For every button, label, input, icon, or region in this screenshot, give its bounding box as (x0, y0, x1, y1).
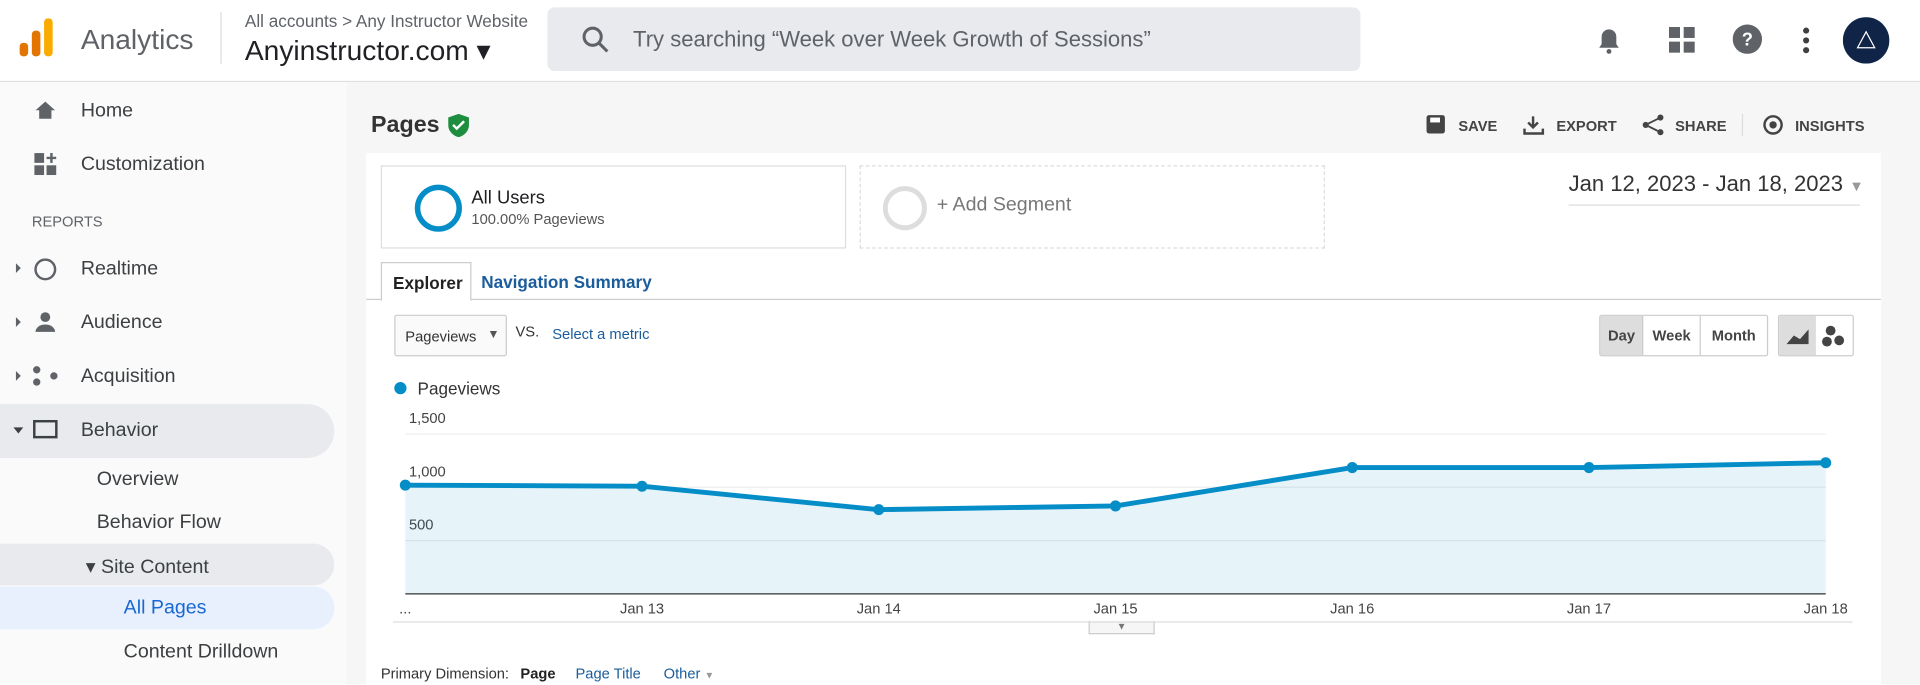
home-icon (35, 101, 56, 119)
y-tick-label: 1,000 (409, 464, 446, 480)
crumb[interactable]: Any Instructor Website (355, 11, 529, 31)
dropdown-arrow: ▼ (487, 328, 500, 342)
nav-icons (13, 258, 58, 439)
tab[interactable]: Navigation Summary (481, 271, 652, 292)
logo (19, 18, 53, 57)
crumb[interactable]: All accounts (244, 11, 338, 31)
nav-item[interactable]: ▾ Site Content (85, 557, 209, 578)
dimension-label[interactable]: Other (663, 664, 701, 683)
date-range-text[interactable]: Jan 12, 2023 - Jan 18, 2023 (1568, 171, 1844, 196)
add-segment-label[interactable]: + Add Segment (936, 194, 1072, 216)
report-panel: All Users 100.00% Pageviews + Add Segmen… (366, 153, 1881, 685)
top-bar: Analytics All accounts > Any Instructor … (0, 0, 1920, 83)
nav-item[interactable]: Audience (80, 312, 163, 334)
segment-card[interactable]: All Users 100.00% Pageviews (380, 165, 847, 249)
section-label: REPORTS (31, 213, 103, 231)
point (1583, 462, 1595, 474)
active-item (0, 586, 335, 630)
x-tick-label: Jan 18 (1804, 601, 1848, 617)
bell-icon[interactable] (1596, 26, 1623, 55)
granularity-button[interactable]: Day (1600, 315, 1644, 356)
segment-ring (882, 186, 927, 231)
nav-item[interactable]: All Pages (123, 597, 207, 619)
chart-resize[interactable]: ▼ (1088, 620, 1155, 635)
nav-item[interactable]: Behavior (80, 420, 159, 441)
save-button[interactable]: SAVE (1458, 117, 1498, 135)
tab-rule (366, 298, 1881, 301)
export-button[interactable]: EXPORT (1556, 117, 1617, 135)
vs-label: VS. (515, 323, 540, 341)
chart: 1,500 1,000 500 Pageviews... Jan 13 Jan 14 Jan… (393, 378, 1853, 623)
dimension[interactable]: Page Title (575, 664, 641, 683)
point (873, 504, 885, 516)
y-tick-label: 1,500 (409, 411, 446, 427)
date-range[interactable]: Jan 12, 2023 - Jan 18, 2023 ▼ (1568, 171, 1864, 206)
report-title: Pages (371, 112, 440, 139)
primary-dimension-label: Primary Dimension: (380, 664, 510, 683)
sidebar: Home Customization REPORTS Realtime Audi… (0, 82, 347, 685)
segment-name: All Users (471, 187, 545, 209)
action-icons (1426, 113, 1783, 136)
property-selector[interactable]: Anyinstructor.com ▾ (244, 34, 491, 67)
nav-label[interactable]: Site Content (101, 557, 209, 578)
search-icon (582, 26, 609, 53)
insights-button[interactable]: INSIGHTS (1795, 117, 1865, 135)
svg-text:?: ? (1742, 28, 1753, 49)
nav-item[interactable]: Realtime (80, 258, 159, 280)
x-tick-label: Jan 15 (1093, 601, 1137, 617)
customization-icon (34, 153, 57, 176)
search-placeholder: Try searching “Week over Week Growth of … (633, 26, 1151, 52)
app-name: Analytics (80, 23, 194, 56)
divider (220, 12, 222, 64)
nav-item[interactable]: Content Drilldown (123, 641, 279, 663)
more-icon[interactable] (1801, 27, 1811, 54)
x-tick-label: Jan 17 (1567, 601, 1611, 617)
share-button[interactable]: SHARE (1675, 117, 1727, 135)
verified-icon (448, 113, 469, 138)
nav-item[interactable]: Behavior Flow (96, 511, 221, 533)
x-tick-label: Jan 13 (620, 601, 664, 617)
tab-active[interactable]: Explorer (380, 262, 472, 302)
point (1820, 457, 1832, 469)
point (1346, 462, 1358, 474)
nav-item[interactable]: Acquisition (80, 366, 176, 387)
nav-item[interactable]: Home (80, 100, 134, 122)
chart-type-icons (1779, 315, 1845, 356)
x-tick-label: Jan 14 (857, 601, 901, 617)
metric-select[interactable]: Pageviews ▼ (394, 314, 507, 357)
dimension[interactable]: Page (520, 664, 556, 683)
segment-ring (414, 184, 462, 232)
property[interactable]: Anyinstructor.com (244, 34, 469, 67)
point (636, 480, 648, 492)
select-metric[interactable]: Select a metric (552, 325, 650, 343)
chart-type-group[interactable] (1777, 314, 1854, 357)
point (399, 479, 411, 491)
granularity-button[interactable]: Month (1711, 326, 1756, 345)
area (405, 462, 1826, 594)
y-tick-label: 500 (409, 518, 434, 534)
nav-item[interactable]: Customization (80, 154, 205, 176)
granularity-button[interactable]: Week (1644, 315, 1701, 356)
granularity-group[interactable]: Day Week Month (1599, 314, 1769, 357)
add-segment[interactable]: + Add Segment (859, 165, 1325, 249)
breadcrumb[interactable]: All accounts > Any Instructor Website (244, 11, 529, 31)
nav-item[interactable]: Overview (96, 468, 179, 490)
active-subgroup (0, 543, 335, 586)
metric-label[interactable]: Pageviews (405, 328, 477, 346)
avatar[interactable] (1842, 17, 1890, 64)
help-icon[interactable]: ? (1732, 24, 1763, 54)
main: Pages SAVE EXPORT SHARE INSIGHTS All Use… (346, 82, 1920, 685)
segment-sub: 100.00% Pageviews (471, 210, 605, 228)
point (1110, 500, 1122, 512)
search-box[interactable]: Try searching “Week over Week Growth of … (547, 7, 1361, 72)
tab-label[interactable]: Explorer (393, 273, 463, 293)
apps-icon[interactable] (1668, 26, 1696, 54)
x-tick-label: ... (399, 601, 411, 617)
dimension[interactable]: Other ▼ (663, 664, 715, 683)
x-tick-label: Jan 16 (1330, 601, 1374, 617)
legend-swatch (394, 382, 407, 395)
legend-label: Pageviews (418, 378, 501, 398)
